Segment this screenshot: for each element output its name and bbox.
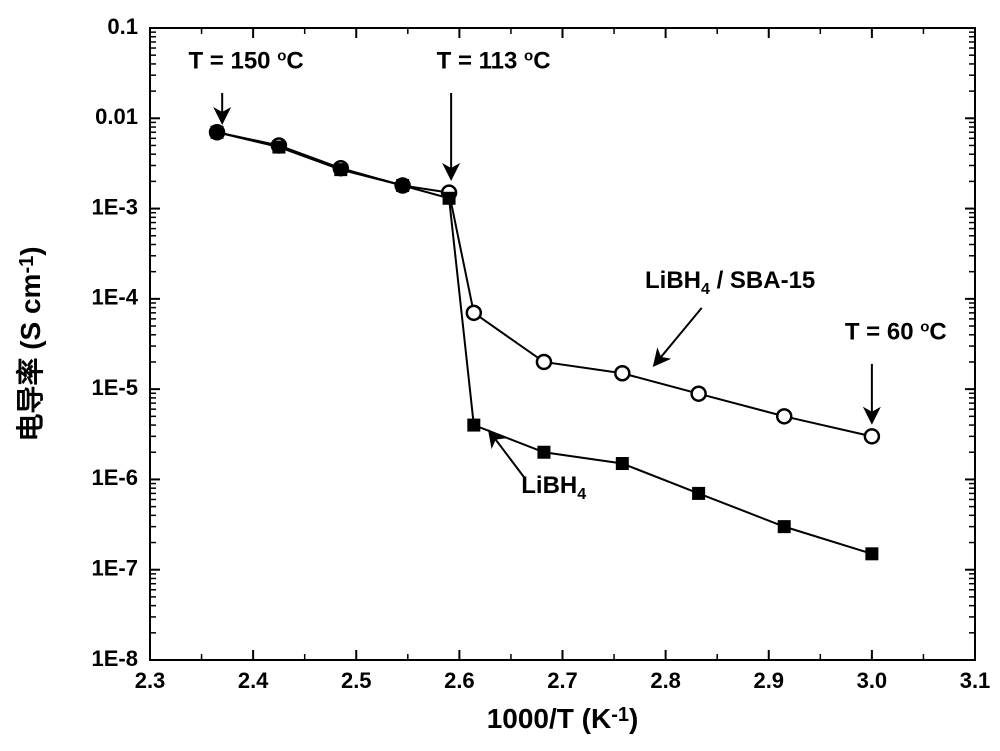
x-tick-label: 2.7 — [547, 668, 578, 693]
annotation-label_libh4: LiBH4 — [521, 472, 586, 503]
y-tick-label: 1E-5 — [92, 375, 138, 400]
y-tick-label: 1E-3 — [92, 194, 138, 219]
data-point — [335, 164, 347, 176]
y-tick-label: 0.01 — [95, 104, 138, 129]
annotation-arrow — [655, 308, 701, 364]
annotation-label_sba15: LiBH4 / SBA-15 — [645, 267, 815, 298]
y-tick-label: 0.1 — [107, 14, 138, 39]
data-point — [866, 548, 878, 560]
annotation-arrow — [490, 432, 524, 477]
x-tick-label: 2.6 — [444, 668, 475, 693]
data-point — [273, 141, 285, 153]
chart-svg: 2.3 2.4 2.5 2.6 2.7 2.8 2.9 3.0 3.1 1E-8 1E-7 1E-6 1… — [0, 0, 1000, 751]
x-tick-label: 2.3 — [135, 668, 166, 693]
data-point — [211, 126, 223, 138]
annotation-t150: T = 150 oC — [188, 48, 303, 75]
data-point — [615, 366, 629, 380]
data-point — [693, 487, 705, 499]
data-point — [777, 409, 791, 423]
data-point — [397, 180, 409, 192]
x-tick-label: 2.4 — [238, 668, 269, 693]
data-point — [468, 419, 480, 431]
conductivity-chart: 2.3 2.4 2.5 2.6 2.7 2.8 2.9 3.0 3.1 1E-8 1E-7 1E-6 1… — [0, 0, 1000, 751]
x-tick-label: 2.5 — [341, 668, 372, 693]
data-point — [467, 306, 481, 320]
data-point — [443, 192, 455, 204]
data-point — [538, 446, 550, 458]
data-point — [778, 521, 790, 533]
x-tick-label: 2.9 — [753, 668, 784, 693]
y-tick-label: 1E-8 — [92, 646, 138, 671]
annotation-t60: T = 60 oC — [845, 318, 947, 345]
x-tick-label: 2.8 — [650, 668, 681, 693]
annotation-t113: T = 113 oC — [437, 48, 551, 75]
data-point — [537, 355, 551, 369]
x-tick-label: 3.1 — [960, 668, 991, 693]
y-axis-label: 电导率 (S cm-1) — [14, 246, 46, 441]
data-point — [616, 458, 628, 470]
data-point — [692, 387, 706, 401]
y-tick-label: 1E-4 — [92, 285, 139, 310]
x-axis-label: 1000/T (K-1) — [487, 703, 639, 734]
data-point — [865, 429, 879, 443]
y-tick-label: 1E-6 — [92, 465, 138, 490]
y-tick-label: 1E-7 — [92, 556, 138, 581]
x-tick-label: 3.0 — [857, 668, 888, 693]
